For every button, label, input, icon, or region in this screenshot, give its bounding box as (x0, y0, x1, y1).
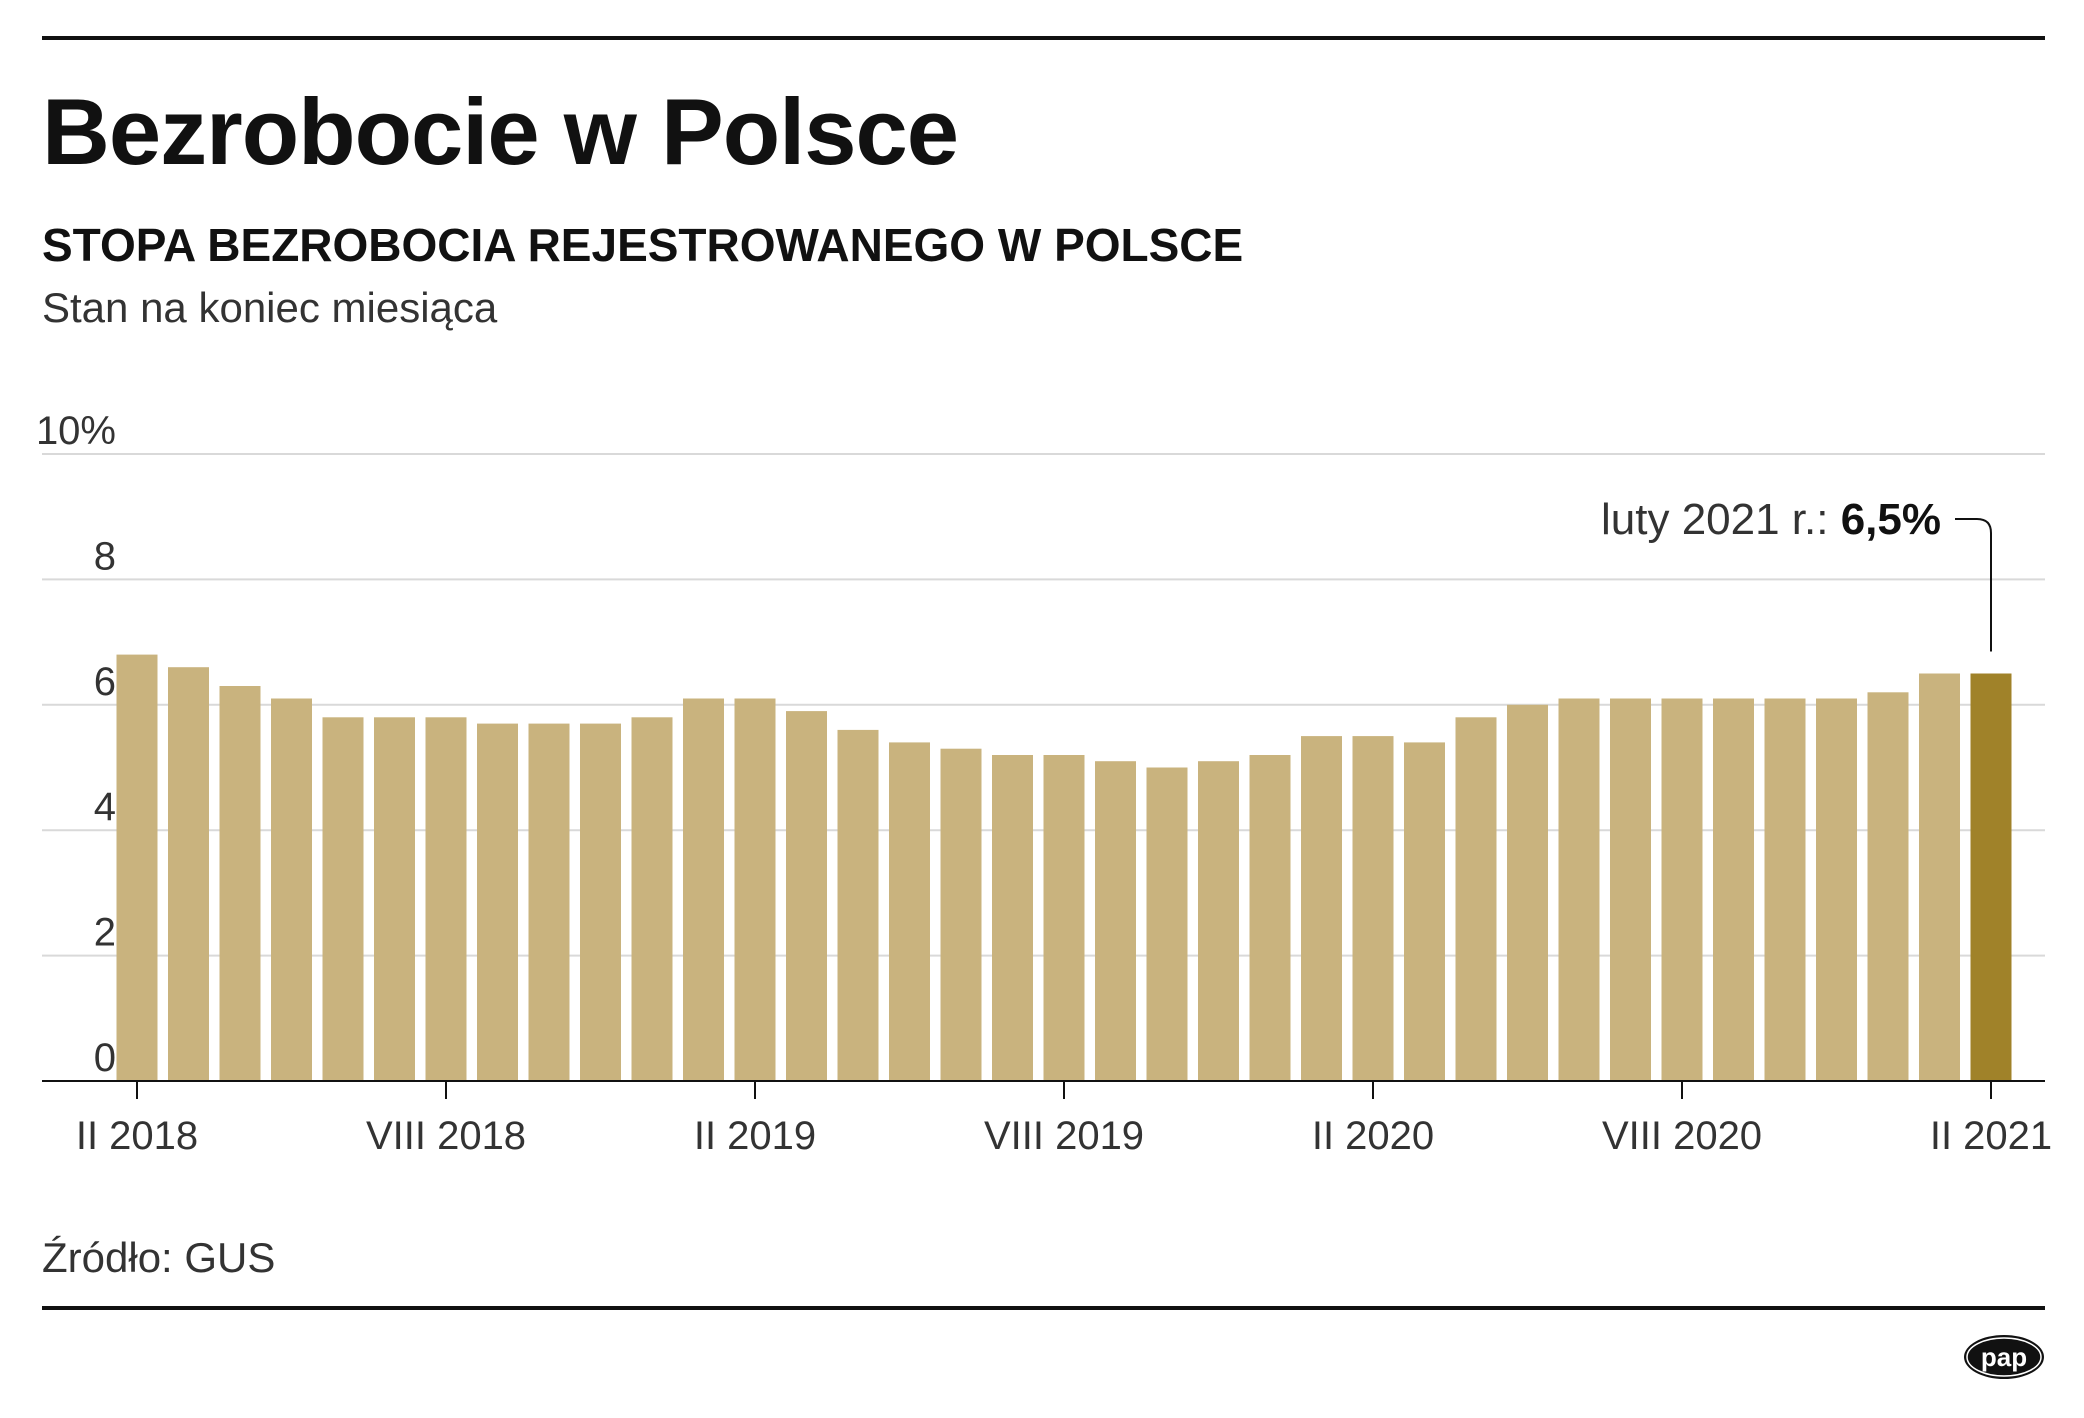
bar (683, 698, 724, 1081)
bar (1764, 698, 1806, 1081)
bar (477, 723, 518, 1081)
bar (1610, 698, 1651, 1081)
top-rule (42, 36, 2045, 40)
bar (271, 698, 312, 1081)
bar (1146, 767, 1188, 1081)
bar (889, 742, 930, 1081)
bars (116, 654, 2012, 1081)
y-tick-label: 10% (36, 409, 116, 453)
bar (940, 748, 982, 1081)
x-tick-label: II 2021 (1930, 1114, 2052, 1158)
bar (786, 711, 827, 1081)
bar (1043, 755, 1085, 1081)
bar (1095, 761, 1136, 1081)
bar (1661, 698, 1703, 1081)
bar (580, 723, 621, 1081)
bar (374, 717, 415, 1081)
bar (734, 698, 776, 1081)
y-tick-label: 6 (94, 660, 116, 704)
y-tick-label: 4 (94, 785, 116, 829)
chart-note: Stan na koniec miesiąca (42, 284, 498, 331)
x-tick-label: VIII 2020 (1602, 1114, 1762, 1158)
pap-logo-text: pap (1981, 1342, 2027, 1372)
pap-logo: pap (1964, 1335, 2044, 1379)
bar (1713, 698, 1754, 1081)
bottom-rule (42, 1306, 2045, 1310)
bar (1352, 736, 1394, 1081)
bar (837, 729, 879, 1081)
annotation-text: luty 2021 r.: 6,5% (1601, 495, 1941, 544)
annotation-value: 6,5% (1841, 495, 1941, 544)
bar (528, 723, 570, 1081)
chart-subtitle: STOPA BEZROBOCIA REJESTROWANEGO W POLSCE (42, 219, 1244, 271)
y-tick-label: 2 (94, 911, 116, 955)
x-tick-label: II 2019 (694, 1114, 816, 1158)
bar (1404, 742, 1445, 1081)
bar (631, 717, 673, 1081)
bar (992, 755, 1033, 1081)
annotation: luty 2021 r.: 6,5% (1601, 495, 1992, 652)
bar (1198, 761, 1239, 1081)
y-tick-label: 8 (94, 534, 116, 578)
source-note: Źródło: GUS (42, 1234, 276, 1281)
bar (1919, 673, 1960, 1081)
x-tick-label: VIII 2019 (984, 1114, 1144, 1158)
bar (322, 717, 364, 1081)
bar (425, 717, 467, 1081)
bar (1455, 717, 1497, 1081)
bar-highlighted (1970, 673, 2012, 1081)
bar (1249, 755, 1291, 1081)
bar (219, 686, 261, 1081)
bar (1301, 736, 1342, 1081)
x-tick-label: VIII 2018 (366, 1114, 526, 1158)
x-axis-ticks: II 2018 VIII 2018 II 2019 VIII 2019 II 2020 V… (76, 1081, 2052, 1158)
x-tick-label: II 2020 (1312, 1114, 1434, 1158)
bar-chart: 0 2 4 6 8 10% II 2018 VIII 2018 II 2019 VIII 201… (36, 409, 2052, 1158)
annotation-leader-line (1955, 518, 1992, 652)
y-axis-ticks: 0 2 4 6 8 10% (36, 409, 116, 1080)
chart-title: Bezrobocie w Polsce (42, 79, 959, 184)
bar (1507, 704, 1548, 1081)
bar (168, 667, 209, 1081)
y-tick-label: 0 (94, 1036, 116, 1080)
bar (1816, 698, 1857, 1081)
bar (1558, 698, 1600, 1081)
x-tick-label: II 2018 (76, 1114, 198, 1158)
bar (116, 654, 158, 1081)
bar (1867, 692, 1909, 1081)
annotation-label: luty 2021 r.: (1601, 495, 1841, 544)
